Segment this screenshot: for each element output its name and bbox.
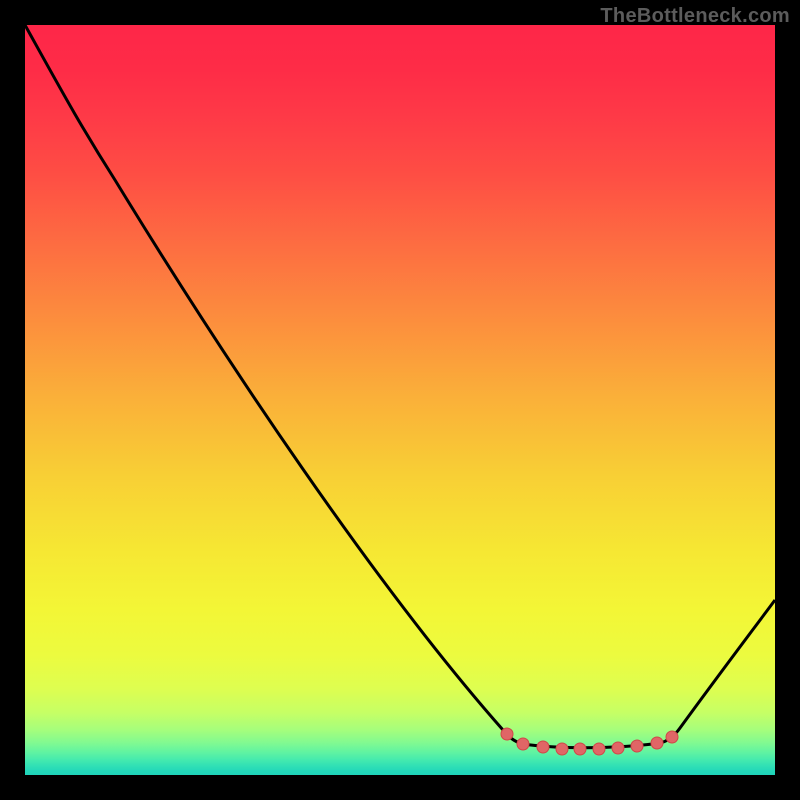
marker-point bbox=[556, 743, 568, 755]
marker-point bbox=[517, 738, 529, 750]
chart-frame: TheBottleneck.com bbox=[0, 0, 800, 800]
marker-point bbox=[501, 728, 513, 740]
marker-point bbox=[612, 742, 624, 754]
curve-path bbox=[25, 25, 775, 748]
marker-point bbox=[574, 743, 586, 755]
marker-point bbox=[537, 741, 549, 753]
marker-point bbox=[651, 737, 663, 749]
plot-area bbox=[25, 25, 775, 775]
marker-point bbox=[593, 743, 605, 755]
marker-point bbox=[631, 740, 643, 752]
minima-markers bbox=[501, 728, 678, 755]
watermark-text: TheBottleneck.com bbox=[600, 5, 790, 28]
bottleneck-curve bbox=[25, 25, 775, 775]
marker-point bbox=[666, 731, 678, 743]
